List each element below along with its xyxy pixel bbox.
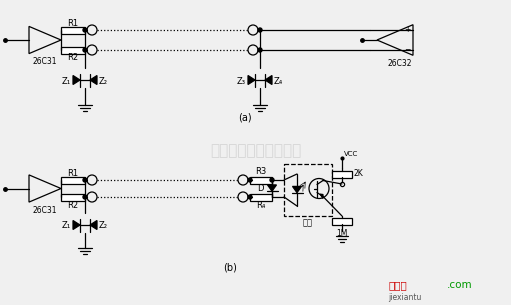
Circle shape bbox=[83, 178, 87, 182]
Text: jiexiantu: jiexiantu bbox=[388, 293, 422, 302]
Bar bbox=[250, 177, 272, 184]
Polygon shape bbox=[292, 186, 301, 193]
Text: R1: R1 bbox=[67, 168, 79, 178]
Text: 26C31: 26C31 bbox=[33, 206, 57, 215]
Text: R1: R1 bbox=[67, 19, 79, 27]
Polygon shape bbox=[267, 185, 276, 191]
Circle shape bbox=[83, 28, 87, 32]
Bar bbox=[284, 164, 332, 216]
Text: Z₂: Z₂ bbox=[99, 77, 108, 85]
Text: D: D bbox=[258, 184, 264, 193]
Text: Z₁: Z₁ bbox=[62, 77, 71, 85]
Text: (a): (a) bbox=[238, 113, 252, 123]
Bar bbox=[61, 46, 85, 53]
Text: 杭州将睿科技有限公司: 杭州将睿科技有限公司 bbox=[210, 143, 301, 159]
Text: 26C32: 26C32 bbox=[388, 59, 412, 69]
Text: Z₄: Z₄ bbox=[274, 77, 283, 85]
Polygon shape bbox=[90, 76, 97, 84]
Text: R3: R3 bbox=[256, 167, 267, 175]
Text: R2: R2 bbox=[67, 53, 79, 63]
Bar bbox=[332, 217, 352, 224]
Text: 26C31: 26C31 bbox=[33, 58, 57, 66]
Bar bbox=[61, 193, 85, 200]
Circle shape bbox=[258, 28, 262, 32]
Text: 接线图: 接线图 bbox=[388, 280, 407, 290]
Text: −: − bbox=[404, 45, 410, 55]
Text: Z₃: Z₃ bbox=[237, 77, 246, 85]
Circle shape bbox=[248, 178, 252, 182]
Text: Z₁: Z₁ bbox=[62, 221, 71, 231]
Circle shape bbox=[83, 48, 87, 52]
Polygon shape bbox=[73, 76, 80, 84]
Text: (b): (b) bbox=[223, 263, 237, 273]
Text: VCC: VCC bbox=[344, 151, 358, 157]
Polygon shape bbox=[265, 76, 272, 84]
Text: 光耦: 光耦 bbox=[303, 218, 313, 228]
Bar bbox=[61, 177, 85, 184]
Text: .com: .com bbox=[447, 280, 473, 290]
Circle shape bbox=[83, 195, 87, 199]
Text: Z₂: Z₂ bbox=[99, 221, 108, 231]
Circle shape bbox=[270, 178, 274, 182]
Bar bbox=[250, 193, 272, 200]
Bar bbox=[61, 27, 85, 34]
Text: R2: R2 bbox=[67, 200, 79, 210]
Text: +: + bbox=[404, 26, 410, 34]
Bar bbox=[332, 170, 352, 178]
Text: R₄: R₄ bbox=[257, 202, 266, 210]
Polygon shape bbox=[90, 221, 97, 229]
Circle shape bbox=[258, 48, 262, 52]
Circle shape bbox=[248, 195, 252, 199]
Text: 1M: 1M bbox=[336, 228, 347, 238]
Polygon shape bbox=[73, 221, 80, 229]
Text: 2K: 2K bbox=[354, 170, 364, 178]
Polygon shape bbox=[248, 76, 255, 84]
Polygon shape bbox=[320, 194, 323, 199]
